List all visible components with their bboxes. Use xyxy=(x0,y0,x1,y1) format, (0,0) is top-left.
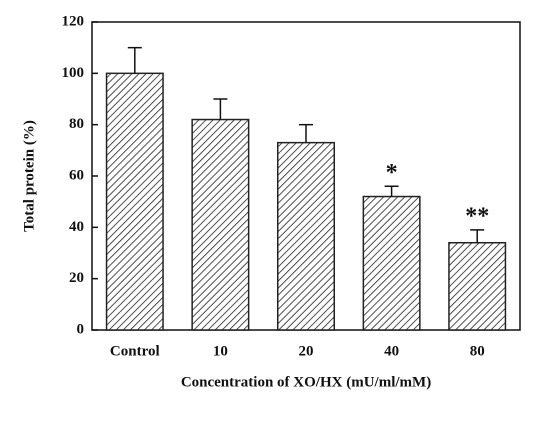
significance-mark: * xyxy=(386,160,398,186)
x-tick-label: Control xyxy=(110,343,160,359)
bar xyxy=(448,241,507,331)
bar xyxy=(105,72,164,331)
bar xyxy=(191,118,250,331)
significance-mark: ** xyxy=(465,203,489,229)
y-tick-label: 0 xyxy=(77,321,85,337)
y-tick-label: 40 xyxy=(69,219,84,235)
bar xyxy=(277,141,335,331)
y-tick-label: 80 xyxy=(69,116,84,132)
x-tick-label: 10 xyxy=(213,343,228,359)
x-axis-label: Concentration of XO/HX (mU/ml/mM) xyxy=(181,374,431,390)
x-tick-label: 80 xyxy=(470,343,485,359)
y-tick-label: 120 xyxy=(62,13,85,29)
bar xyxy=(362,195,421,331)
y-tick-label: 100 xyxy=(62,65,85,81)
x-tick-label: 40 xyxy=(384,343,399,359)
y-axis-label: Total protein (%) xyxy=(21,120,37,232)
y-tick-label: 60 xyxy=(69,167,84,183)
x-tick-label: 20 xyxy=(299,343,314,359)
y-tick-label: 20 xyxy=(69,270,84,286)
